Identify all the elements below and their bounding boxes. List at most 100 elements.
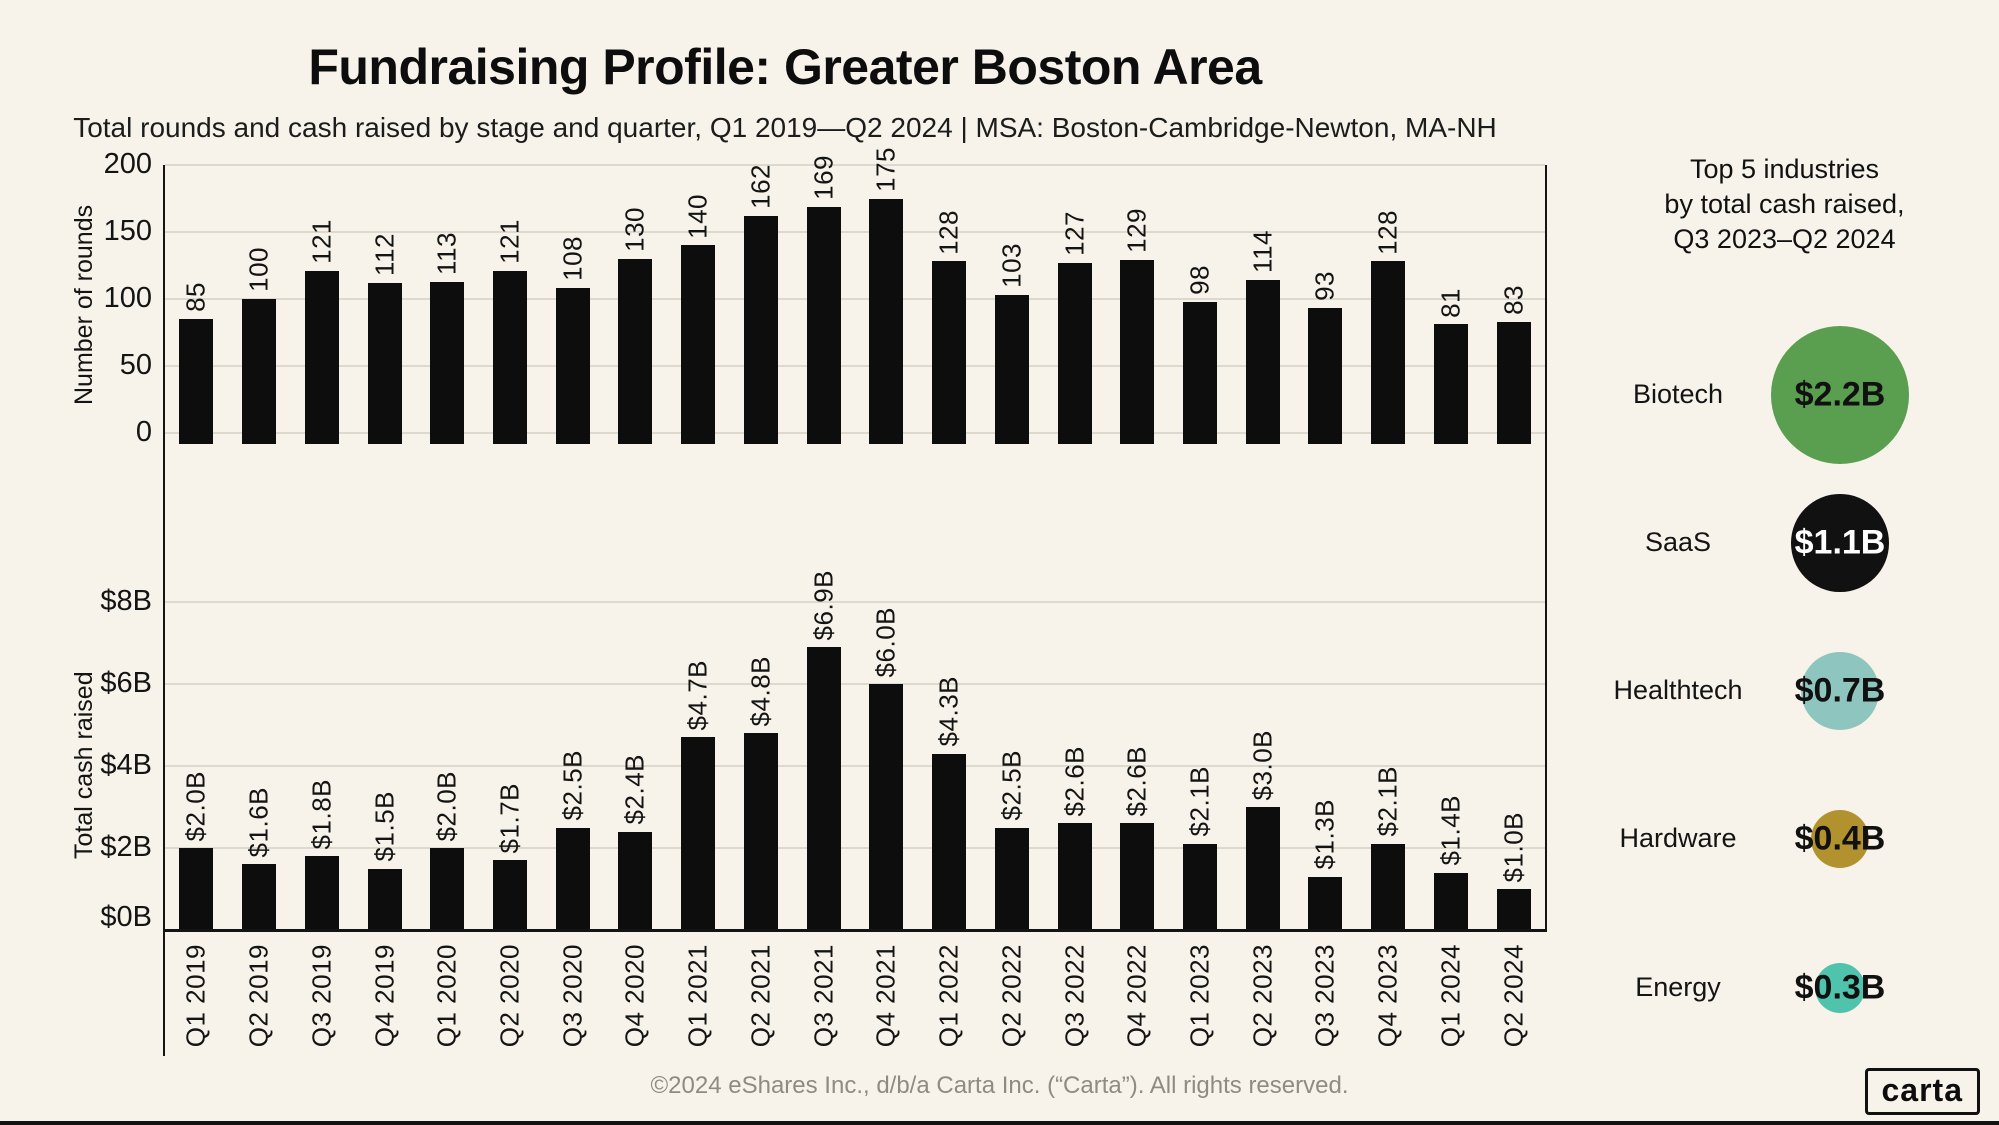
carta-logo: carta [1864,1068,1980,1115]
cash-bar-value: $2.5B [996,750,1027,821]
x-axis-label: Q4 2022 [1121,944,1152,1048]
cash-bar [1183,843,1217,930]
industry-bubble-energy [1814,962,1866,1014]
gridline-rounds [165,432,1545,434]
cash-bar-value: $3.0B [1247,729,1278,800]
industry-bubble-biotech [1771,326,1909,464]
cash-bar-value: $1.4B [1435,795,1466,866]
page-title: Fundraising Profile: Greater Boston Area [308,39,1262,95]
rounds-bar-value: 114 [1247,230,1278,274]
industry-value-hardware: $0.4B [1794,819,1886,858]
gridline-rounds [165,298,1545,300]
cash-bar [681,737,716,930]
cash-bar-value: $4.7B [682,659,713,731]
rounds-bar-value: 128 [1372,209,1403,255]
rounds-bar [1496,321,1531,444]
rounds-bar-value: 162 [745,164,776,209]
copyright-text: ©2024 eShares Inc., d/b/a Carta Inc. (“C… [650,1072,1349,1099]
industry-label-biotech: Biotech [1632,379,1724,409]
cash-bar [869,684,904,930]
rounds-bar [242,299,277,444]
x-axis-label: Q3 2021 [808,944,839,1048]
x-axis-label: Q3 2020 [557,944,588,1048]
cash-bar [1308,876,1343,930]
cash-bar-value: $2.1B [1184,766,1215,837]
gridline-cash [165,847,1545,849]
cash-bar-value: $1.5B [369,791,400,862]
rounds-bar-value: 175 [870,146,901,192]
industry-bubble-hardware [1810,809,1870,869]
y-axis-line-left [163,165,165,1056]
cash-bar [1371,843,1406,930]
rounds-bar-value: 169 [808,154,839,200]
x-axis-label: Q3 2023 [1309,944,1340,1048]
rounds-bar-value: 127 [1059,210,1090,256]
industry-value-healthtech: $0.7B [1794,671,1886,710]
rounds-bar [681,245,716,444]
x-axis-label: Q2 2019 [243,944,274,1048]
bottom-border [0,1121,1999,1125]
x-axis-label: Q4 2021 [870,944,901,1048]
rounds-bar [1433,324,1468,444]
cash-bar-value: $1.7B [494,782,525,854]
cash-bar-value: $6.0B [870,606,901,677]
x-axis-label: Q2 2022 [996,944,1027,1048]
rounds-bar-value: 100 [243,247,274,292]
x-axis-label: Q1 2021 [682,944,713,1048]
rounds-bar [1308,308,1343,444]
cash-bar-value: $2.6B [1121,745,1152,817]
cash-bar [493,860,527,930]
cash-bar [1120,823,1155,930]
x-axis-label: Q1 2022 [933,944,964,1048]
x-axis-label: Q2 2023 [1247,944,1278,1048]
rounds-bar [555,288,590,444]
cash-bar-value: $1.8B [306,778,337,850]
cash-bar-value: $2.4B [619,754,650,825]
rounds-bar [179,319,214,444]
industry-value-energy: $0.3B [1794,968,1886,1007]
rounds-bar-value: 128 [933,209,964,255]
cash-bar [304,856,339,930]
x-axis-label: Q1 2024 [1435,944,1466,1048]
rounds-bar [1245,280,1280,444]
cash-bar-value: $2.6B [1059,745,1090,817]
industry-value-biotech: $2.2B [1794,375,1886,414]
rounds-bar [304,270,339,444]
industry-panel-title: Top 5 industries by total cash raised, Q… [1664,154,1905,254]
rounds-axis-tick: 200 [103,148,152,180]
x-axis-label: Q2 2020 [494,944,525,1048]
cash-bar-value: $1.6B [243,786,274,858]
rounds-bar [806,206,841,444]
cash-bar [806,647,841,930]
rounds-bar [430,281,465,444]
industry-bubble-saas [1791,494,1889,592]
rounds-bar-value: 130 [619,206,650,252]
rounds-bar-value: 81 [1435,287,1466,318]
rounds-bar [493,270,527,444]
header: Fundraising Profile: Greater Boston Area… [0,0,1570,144]
rounds-bar [367,282,402,444]
cash-bar-value: $2.5B [557,750,588,821]
y-axis-line-right [1545,165,1547,930]
rounds-bar [1120,260,1155,444]
x-axis-label: Q4 2020 [619,944,650,1048]
x-axis-label: Q1 2019 [180,944,211,1048]
rounds-bar [932,261,967,444]
cash-axis-tick: $4B [100,749,152,781]
cash-bar [994,827,1029,930]
cash-bar [555,827,590,930]
rounds-bar [1057,262,1092,444]
x-axis-label: Q4 2023 [1372,944,1403,1048]
rounds-bar-value: 85 [180,282,211,313]
cash-bar-value: $1.0B [1498,811,1529,882]
rounds-bar-value: 140 [682,193,713,239]
rounds-bar [994,294,1029,444]
industry-value-saas: $1.1B [1794,523,1886,562]
gridline-rounds [165,365,1545,367]
x-axis-label: Q1 2023 [1184,944,1215,1048]
cash-axis-tick: $2B [100,831,152,863]
page-subtitle: Total rounds and cash raised by stage an… [73,112,1497,143]
gridline-cash [165,683,1545,685]
rounds-bar-value: 93 [1309,271,1340,302]
